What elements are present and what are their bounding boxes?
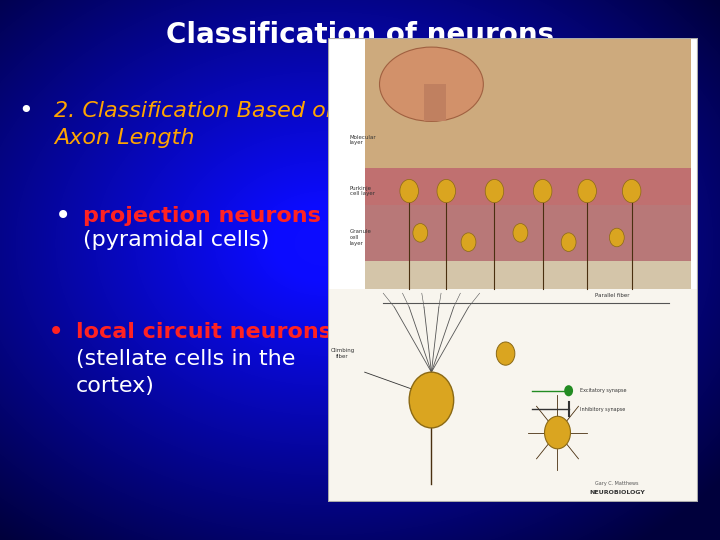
Circle shape	[461, 233, 476, 252]
Text: Classification of neurons: Classification of neurons	[166, 21, 554, 49]
Circle shape	[544, 416, 570, 449]
Circle shape	[513, 224, 528, 242]
Circle shape	[564, 385, 573, 396]
Text: 2. Classification Based on: 2. Classification Based on	[54, 100, 340, 121]
Circle shape	[534, 179, 552, 202]
Text: Purkinje
cell layer: Purkinje cell layer	[350, 186, 375, 197]
Text: (stellate cells in the: (stellate cells in the	[76, 349, 295, 369]
Bar	[365, 261, 691, 288]
Circle shape	[622, 179, 641, 202]
Text: local circuit neurons: local circuit neurons	[76, 322, 332, 342]
Circle shape	[496, 342, 515, 365]
Text: (pyramidal cells): (pyramidal cells)	[83, 230, 269, 251]
Text: Axon Length: Axon Length	[54, 127, 194, 148]
Circle shape	[400, 179, 418, 202]
Bar	[328, 288, 698, 502]
Text: Molecular
layer: Molecular layer	[350, 134, 377, 145]
Text: Inhibitory synapse: Inhibitory synapse	[580, 407, 625, 412]
Circle shape	[609, 228, 624, 247]
Circle shape	[437, 179, 456, 202]
Text: •: •	[18, 99, 32, 123]
Circle shape	[561, 233, 576, 252]
Bar	[424, 84, 446, 122]
Text: cortex): cortex)	[76, 376, 155, 396]
Ellipse shape	[379, 47, 483, 122]
Text: Climbing
fiber: Climbing fiber	[330, 348, 354, 359]
Text: Granule
cell
layer: Granule cell layer	[350, 229, 372, 246]
Circle shape	[413, 224, 428, 242]
Text: Excitatory synapse: Excitatory synapse	[580, 388, 626, 393]
Circle shape	[485, 179, 504, 202]
Text: NEUROBIOLOGY: NEUROBIOLOGY	[589, 490, 645, 495]
Text: Gary C. Matthews: Gary C. Matthews	[595, 481, 639, 486]
Circle shape	[578, 179, 596, 202]
Bar	[365, 168, 691, 205]
Text: •: •	[55, 202, 71, 230]
Bar	[365, 38, 691, 168]
Bar	[365, 38, 691, 261]
Text: projection neurons: projection neurons	[83, 206, 320, 226]
Text: •: •	[48, 318, 64, 346]
Circle shape	[409, 372, 454, 428]
Text: Parallel fiber: Parallel fiber	[595, 293, 629, 298]
Bar	[365, 205, 691, 261]
